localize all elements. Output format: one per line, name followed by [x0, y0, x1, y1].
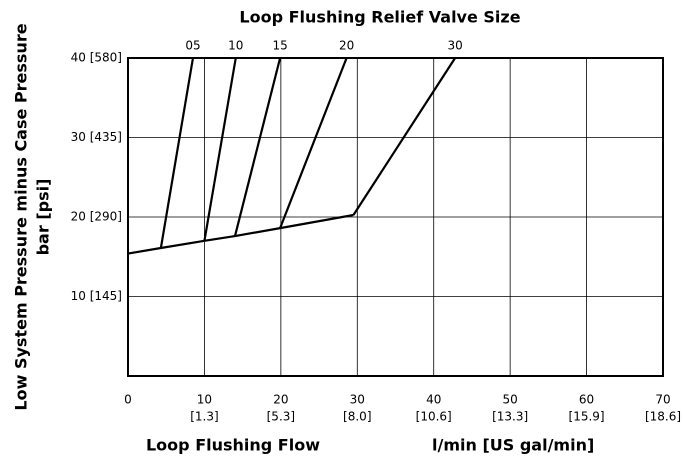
- line: [279, 57, 348, 229]
- x-tick-label: 0: [124, 393, 132, 407]
- x-axis-unit: l/min [US gal/min]: [432, 436, 594, 455]
- series-label: 10: [228, 39, 243, 53]
- x-tick-label: 10: [197, 393, 212, 407]
- x-tick-label: 30: [350, 393, 365, 407]
- y-tick-label: 20 [290]: [71, 210, 122, 224]
- series-label: 30: [447, 39, 462, 53]
- x-tick-sublabel: [10.6]: [416, 410, 452, 424]
- x-tick-sublabel: [1.3]: [190, 410, 218, 424]
- x-tick-label: 20: [273, 393, 288, 407]
- y-axis-label: Low System Pressure minus Case Pressure: [12, 23, 31, 410]
- x-tick-label: 50: [503, 393, 518, 407]
- line: [233, 57, 282, 237]
- x-tick-label: 70: [655, 393, 670, 407]
- x-tick-label: 60: [579, 393, 594, 407]
- x-tick-sublabel: [13.3]: [492, 410, 528, 424]
- x-tick-sublabel: [5.3]: [267, 410, 295, 424]
- series-label: 15: [272, 39, 287, 53]
- x-tick-sublabel: [18.6]: [645, 410, 681, 424]
- line: [203, 57, 237, 242]
- y-tick-label: 40 [580]: [71, 51, 122, 65]
- y-tick-label: 30 [435]: [71, 130, 122, 144]
- line: [352, 57, 457, 216]
- y-tick-label: 10 [145]: [71, 289, 122, 303]
- x-tick-sublabel: [15.9]: [569, 410, 605, 424]
- chart-title: Loop Flushing Relief Valve Size: [239, 8, 520, 27]
- line: [159, 57, 195, 249]
- series-label: 05: [185, 39, 200, 53]
- x-tick-sublabel: [8.0]: [343, 410, 371, 424]
- series-label: 20: [339, 39, 354, 53]
- x-axis-label: Loop Flushing Flow: [146, 436, 320, 455]
- y-axis-label: bar [psi]: [34, 179, 53, 256]
- x-tick-label: 40: [426, 393, 441, 407]
- plot-frame: [127, 57, 664, 377]
- line: [127, 213, 354, 255]
